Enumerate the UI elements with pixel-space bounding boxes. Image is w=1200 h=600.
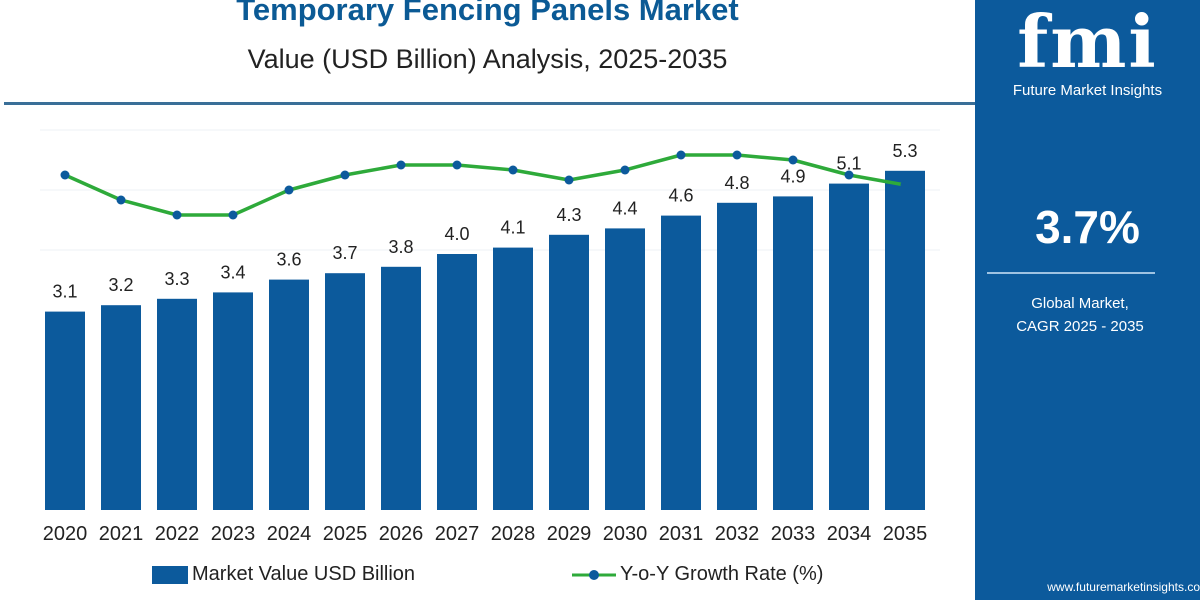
bar-2021 <box>101 305 141 510</box>
x-tick-2028: 2028 <box>491 523 536 545</box>
x-tick-2021: 2021 <box>99 523 144 545</box>
brand-name: Future Market Insights <box>1012 82 1163 99</box>
bar-2028 <box>493 247 533 510</box>
website-link[interactable]: www.futuremarketinsights.co <box>1047 580 1200 594</box>
bar-label-2033: 4.9 <box>780 166 805 186</box>
bar-label-2035: 5.3 <box>892 141 917 161</box>
bar-2031 <box>661 215 701 510</box>
divider <box>4 102 975 105</box>
x-tick-2033: 2033 <box>771 523 816 545</box>
x-tick-2022: 2022 <box>155 523 200 545</box>
legend-bar-label: Market Value USD Billion <box>192 563 416 585</box>
growth-point-2032 <box>732 150 742 160</box>
bar-2029 <box>549 234 589 511</box>
x-tick-2029: 2029 <box>547 523 592 545</box>
bar-2030 <box>605 228 645 510</box>
bar-2022 <box>157 298 197 510</box>
growth-point-2035 <box>900 180 910 190</box>
bar-2020 <box>45 311 85 510</box>
x-tick-2034: 2034 <box>827 523 872 545</box>
x-tick-2024: 2024 <box>267 523 312 545</box>
growth-point-2027 <box>452 160 462 170</box>
x-tick-2026: 2026 <box>379 523 424 545</box>
x-tick-2025: 2025 <box>323 523 368 545</box>
fmi-logo: fmi <box>1017 0 1158 84</box>
side-panel: fmi Future Market Insights 3.7% Global M… <box>975 0 1200 600</box>
growth-line <box>64 153 906 217</box>
bar-2034 <box>829 183 869 510</box>
bar-2026 <box>381 266 421 510</box>
cagr-label-line1: Global Market, <box>1031 295 1129 312</box>
growth-point-2025 <box>340 170 350 180</box>
x-tick-2032: 2032 <box>715 523 760 545</box>
bar-label-2022: 3.3 <box>164 269 189 289</box>
bar-label-2028: 4.1 <box>500 218 525 238</box>
bar-2024 <box>269 279 309 510</box>
growth-point-2022 <box>172 210 182 220</box>
bar-label-2031: 4.6 <box>668 186 693 206</box>
growth-point-2031 <box>676 150 686 160</box>
legend-line-label: Y-o-Y Growth Rate (%) <box>620 563 824 585</box>
bar-2025 <box>325 273 365 510</box>
bar-label-2021: 3.2 <box>108 275 133 295</box>
chart-title: Temporary Fencing Panels Market <box>236 0 739 27</box>
cagr-value: 3.7% <box>1035 201 1140 253</box>
bar-2032 <box>717 202 757 511</box>
bar-label-2025: 3.7 <box>332 243 357 263</box>
bar-label-2032: 4.8 <box>724 173 749 193</box>
chart-subtitle: Value (USD Billion) Analysis, 2025-2035 <box>247 44 728 74</box>
bar-2035 <box>885 170 925 511</box>
legend-bar: Market Value USD Billion <box>152 563 415 586</box>
legend-line: Y-o-Y Growth Rate (%) <box>572 563 823 586</box>
growth-point-2034 <box>844 170 854 180</box>
x-tick-2031: 2031 <box>659 523 704 545</box>
bar-2033 <box>773 196 813 510</box>
chart: 3.1 2020 3.2 2021 3.3 2022 3.4 2023 3.6 2024 3.7 20… <box>40 129 940 545</box>
x-tick-2027: 2027 <box>435 523 480 545</box>
growth-point-2030 <box>620 165 630 175</box>
growth-point-2024 <box>284 185 294 195</box>
x-tick-2023: 2023 <box>211 523 256 545</box>
growth-point-2021 <box>116 195 126 205</box>
bar-2027 <box>437 254 477 510</box>
growth-point-2029 <box>564 175 574 185</box>
legend-bar-swatch <box>152 565 188 584</box>
growth-point-2033 <box>788 155 798 165</box>
cagr-label-line2: CAGR 2025 - 2035 <box>1016 318 1144 335</box>
growth-point-2028 <box>508 165 518 175</box>
growth-point-2023 <box>228 210 238 220</box>
side-divider <box>987 272 1155 274</box>
legend-line-swatch <box>572 569 616 580</box>
x-tick-2030: 2030 <box>603 523 648 545</box>
bar-2023 <box>213 292 253 510</box>
bar-label-2034: 5.1 <box>836 154 861 174</box>
bar-label-2020: 3.1 <box>52 282 77 302</box>
bar-label-2026: 3.8 <box>388 237 413 257</box>
x-tick-2020: 2020 <box>43 523 88 545</box>
bar-label-2029: 4.3 <box>556 205 581 225</box>
bar-label-2024: 3.6 <box>276 250 301 270</box>
cagr-label: Global Market, CAGR 2025 - 2035 <box>975 292 1185 338</box>
x-tick-2035: 2035 <box>883 523 928 545</box>
growth-point-2020 <box>60 170 70 180</box>
growth-point-2026 <box>396 160 406 170</box>
bar-label-2030: 4.4 <box>612 198 637 218</box>
bar-label-2023: 3.4 <box>220 262 245 282</box>
bar-label-2027: 4.0 <box>444 224 469 244</box>
